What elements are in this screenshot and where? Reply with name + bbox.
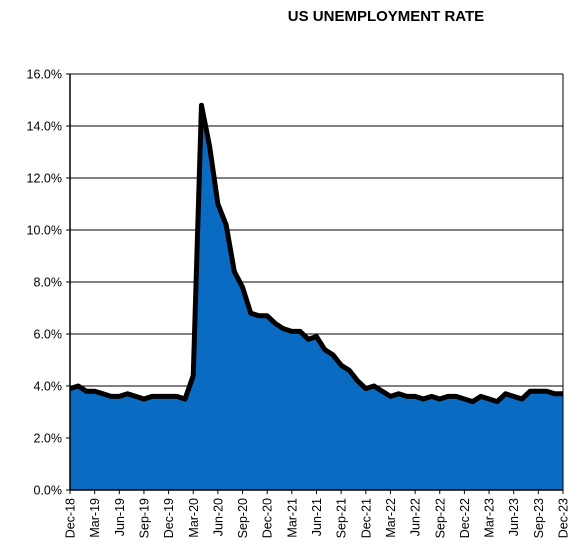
chart-title: US UNEMPLOYMENT RATE [287, 8, 485, 25]
x-tick-label: Sep-19 [137, 498, 151, 538]
x-tick-label: Mar-19 [88, 498, 102, 538]
x-tick-label: Jun-23 [507, 498, 521, 536]
x-tick-label: Mar-21 [285, 498, 299, 538]
x-tick-label: Dec-18 [64, 498, 78, 538]
x-tick-label: Sep-23 [532, 498, 546, 538]
x-tick-label: Jun-20 [211, 498, 225, 536]
x-tick-label: Sep-20 [236, 498, 250, 538]
x-tick-label: Mar-20 [187, 498, 201, 538]
y-axis-tick-labels: 0.0% 2.0% 4.0% 6.0% 8.0% 10.0% 12.0% 14.0% 16.0% [27, 68, 62, 498]
x-tick-label: Jun-21 [310, 498, 324, 536]
x-tick-label: Dec-19 [162, 498, 176, 538]
x-tick-label: Dec-20 [261, 498, 275, 538]
y-tick-label: 10.0% [27, 224, 62, 238]
x-tick-label: Dec-21 [359, 498, 373, 538]
y-tick-label: 16.0% [27, 68, 62, 82]
axes [66, 73, 564, 494]
x-tick-label: Jun-19 [113, 498, 127, 536]
y-tick-label: 14.0% [27, 120, 62, 134]
x-axis-tick-labels: Dec-18 Mar-19 Jun-19 Sep-19 Dec-19 Mar-20 Jun-… [64, 498, 571, 538]
y-tick-label: 8.0% [34, 276, 63, 290]
x-tick-label: Dec-22 [458, 498, 472, 538]
area-fill [70, 105, 563, 490]
x-tick-label: Sep-22 [433, 498, 447, 538]
x-tick-label: Sep-21 [335, 498, 349, 538]
x-tick-label: Mar-22 [384, 498, 398, 538]
series-line [69, 102, 563, 405]
x-tick-label: Dec-23 [557, 498, 571, 538]
y-tick-label: 0.0% [34, 484, 63, 498]
x-tick-label: Mar-23 [483, 498, 497, 538]
y-tick-label: 2.0% [34, 432, 63, 446]
y-tick-label: 12.0% [27, 172, 62, 186]
y-tick-label: 4.0% [34, 380, 63, 394]
y-tick-label: 6.0% [34, 328, 63, 342]
x-tick-label: Jun-22 [409, 498, 423, 536]
